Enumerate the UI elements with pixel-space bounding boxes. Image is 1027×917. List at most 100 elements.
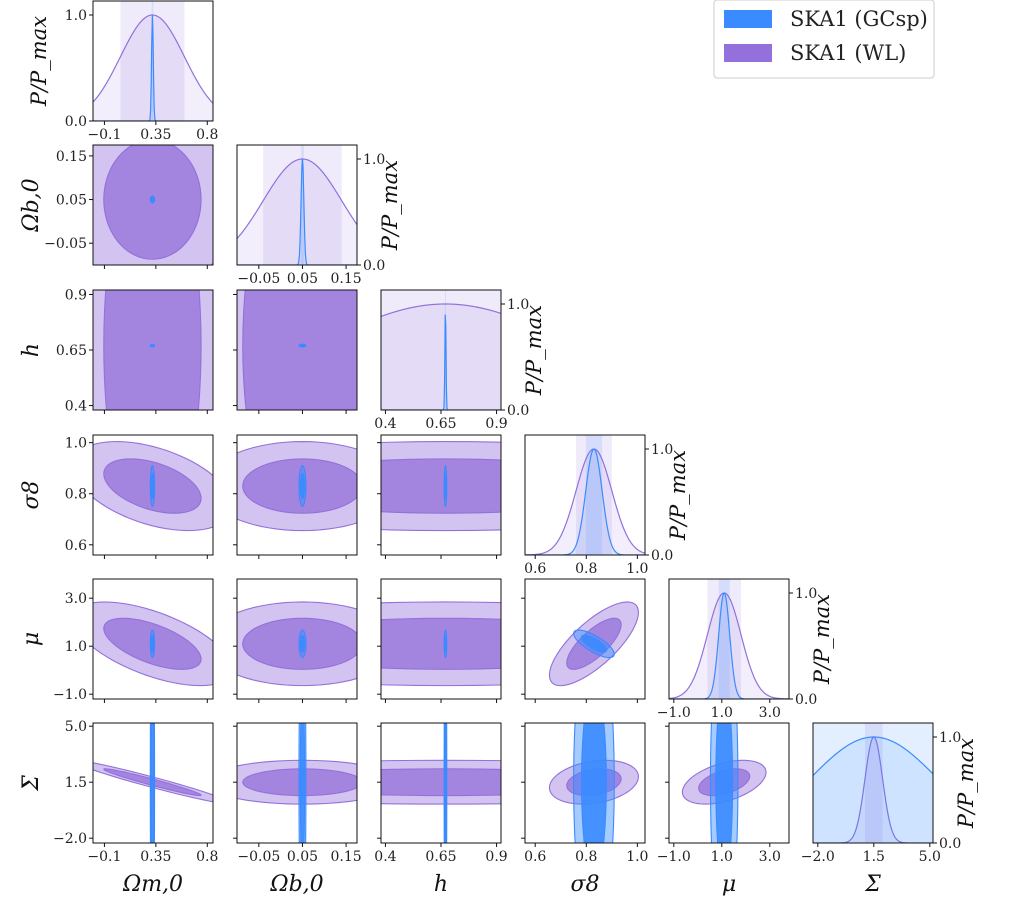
panel-frame xyxy=(668,722,790,844)
x-axis-label: μ xyxy=(722,872,736,897)
y-axis-label: σ8 xyxy=(19,480,44,509)
y-tick-label: 1.0 xyxy=(65,436,87,452)
panel-frame xyxy=(92,722,214,844)
x-tick-label: 0.9 xyxy=(485,416,507,432)
x-axis-label: Ωm,0 xyxy=(122,872,183,897)
y-axis-label: h xyxy=(19,343,44,357)
panel-content xyxy=(93,145,213,265)
gcsp-posterior-curve xyxy=(669,592,789,699)
x-tick-label: 1.0 xyxy=(711,705,733,721)
diag-y-tick-label: 0.0 xyxy=(795,692,817,708)
wl-68-band xyxy=(576,435,612,555)
x-tick-label: 0.8 xyxy=(196,849,218,865)
x-tick-label: 0.8 xyxy=(196,127,218,143)
panel-1-1: −0.05 0.05 0.150.0 1.0P/P_max xyxy=(236,144,402,287)
diag-y-tick-label: 1.0 xyxy=(507,297,529,313)
x-tick-label: −0.1 xyxy=(87,849,121,865)
y-tick-label: 1.0 xyxy=(65,639,87,655)
x-tick-label: −1.0 xyxy=(657,705,691,721)
gcsp-posterior-curve xyxy=(813,736,933,776)
y-tick-label: 0.65 xyxy=(56,343,87,359)
legend-swatch xyxy=(724,10,772,28)
wl-posterior-curve xyxy=(93,14,213,104)
wl-68-band xyxy=(707,579,741,699)
x-tick-label: 1.0 xyxy=(626,561,648,577)
diag-y-tick-label: 0.0 xyxy=(363,258,385,274)
x-tick-label: 0.4 xyxy=(374,849,396,865)
panel-5-0: −0.1 0.35 0.8 −2.0 1.5 5.0 xyxy=(53,719,218,865)
legend-label: SKA1 (WL) xyxy=(790,41,906,65)
panel-content xyxy=(381,723,501,843)
gcsp-68-contour xyxy=(150,196,155,203)
gcsp-68-contour xyxy=(580,723,607,843)
panel-2-1 xyxy=(233,289,358,414)
x-axis-label: σ8 xyxy=(570,872,599,897)
panel-frame xyxy=(524,434,646,556)
panel-content xyxy=(548,723,639,843)
panel-3-3: 0.6 0.8 1.00.01.0P/P_max xyxy=(524,434,690,577)
diag-y-tick-label: 0.0 xyxy=(65,114,87,130)
panel-frame xyxy=(236,722,358,844)
y-tick-label: 0.15 xyxy=(56,149,87,165)
legend-swatch xyxy=(724,44,772,62)
x-axis-label: h xyxy=(434,872,448,897)
wl-posterior-fill xyxy=(381,304,501,410)
panel-content xyxy=(525,435,645,555)
gcsp-68-contour xyxy=(580,634,607,653)
diag-y-tick-label: 0.0 xyxy=(939,836,961,852)
panel-frame xyxy=(92,0,214,122)
wl-posterior-fill xyxy=(813,737,933,843)
gcsp-posterior-curve xyxy=(93,15,213,121)
posterior-axis-label: P/P_max xyxy=(522,305,546,396)
gcsp-68-contour xyxy=(299,344,306,347)
panel-content xyxy=(669,579,789,699)
panel-5-3: 0.6 0.8 1.0 xyxy=(521,722,648,865)
x-tick-label: 1.5 xyxy=(863,849,885,865)
diag-y-tick-label: 1.0 xyxy=(363,152,385,168)
y-tick-label: 0.8 xyxy=(65,487,87,503)
panel-frame xyxy=(92,434,214,556)
y-axis-label: μ xyxy=(19,632,44,646)
diag-y-tick-label: 1.0 xyxy=(795,586,817,602)
panel-4-3 xyxy=(521,578,646,703)
panel-5-5: −2.0 1.5 5.00.0 1.0P/P_max xyxy=(801,722,978,865)
x-tick-label: 0.8 xyxy=(575,849,597,865)
panel-content xyxy=(381,441,501,532)
x-tick-label: 0.15 xyxy=(331,271,362,287)
diag-y-tick-label: 0.0 xyxy=(507,403,529,419)
diag-y-tick-label: 0.0 xyxy=(651,548,673,564)
posterior-axis-label: P/P_max xyxy=(810,594,834,685)
gcsp-68-band xyxy=(151,1,154,121)
y-tick-label: 0.9 xyxy=(65,287,87,303)
x-tick-label: 0.6 xyxy=(524,849,546,865)
y-tick-label: −2.0 xyxy=(53,831,87,847)
x-tick-label: 0.65 xyxy=(425,849,456,865)
y-tick-label: −1.0 xyxy=(53,687,87,703)
panel-frame xyxy=(668,578,790,700)
panel-content xyxy=(237,601,357,687)
diag-y-tick-label: 1.0 xyxy=(939,730,961,746)
x-tick-label: 0.6 xyxy=(524,561,546,577)
panel-3-1 xyxy=(233,434,358,559)
panel-content xyxy=(548,601,639,687)
gcsp-68-contour xyxy=(299,473,306,500)
posterior-axis-label: P/P_max xyxy=(666,450,690,541)
wl-68-contour xyxy=(381,617,501,670)
y-tick-label: 1.5 xyxy=(65,775,87,791)
wl-68-contour xyxy=(242,290,357,410)
panel-content xyxy=(93,723,213,843)
panel-5-2: 0.4 0.65 0.9 xyxy=(374,722,508,865)
y-tick-label: 0.4 xyxy=(65,399,87,415)
x-tick-label: 0.05 xyxy=(287,271,318,287)
panel-content xyxy=(381,601,501,687)
panel-0-0: −0.1 0.35 0.8 0.0 1.0 P/P_max xyxy=(27,0,218,143)
panel-content xyxy=(381,290,501,410)
wl-posterior-fill xyxy=(525,449,645,555)
panel-1-0: −0.05 0.05 0.15 xyxy=(44,144,214,269)
x-tick-label: 1.0 xyxy=(711,849,733,865)
y-tick-label: 0.6 xyxy=(65,538,87,554)
gcsp-68-contour xyxy=(444,473,447,500)
panel-frame xyxy=(92,578,214,700)
